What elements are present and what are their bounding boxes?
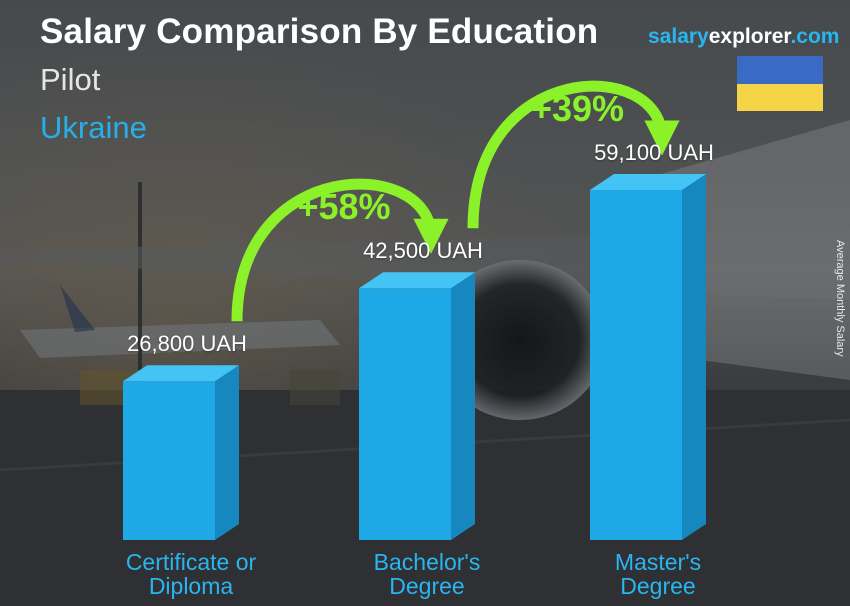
- bar-front-0: [123, 381, 215, 540]
- category-label-0-line-0: Certificate or: [125, 549, 257, 575]
- category-label-0: Certificate or Diploma: [81, 550, 301, 598]
- increase-arrow-0: [231, 178, 449, 322]
- increase-arrow-1: [467, 80, 680, 229]
- ukraine-flag-icon: [737, 56, 823, 111]
- brand-part-com: .com: [790, 25, 840, 48]
- category-label-1-line-1: Degree: [389, 573, 465, 599]
- category-label-2-line-0: Master's: [614, 549, 702, 575]
- category-label-1-line-0: Bachelor's: [373, 549, 481, 575]
- bar-0: [123, 365, 239, 540]
- flag-top-stripe: [737, 56, 823, 84]
- bar-front-1: [359, 288, 451, 540]
- country-name: Ukraine: [40, 110, 147, 145]
- bar-side-1: [451, 272, 475, 540]
- job-title: Pilot: [40, 62, 101, 97]
- flag-bottom-stripe: [737, 83, 823, 111]
- category-label-2-line-1: Degree: [620, 573, 696, 599]
- brand-logo[interactable]: salaryexplorer.com: [648, 25, 839, 49]
- increase-label-0: +58%: [297, 186, 391, 228]
- category-label-2: Master's Degree: [548, 550, 768, 598]
- bar-1: [359, 272, 475, 540]
- value-label-2: 59,100 UAH: [594, 140, 714, 165]
- bar-side-2: [682, 174, 706, 540]
- bar-side-0: [215, 365, 239, 540]
- category-label-0-line-1: Diploma: [148, 573, 234, 599]
- bar-top-0: [123, 365, 239, 382]
- increase-label-1: +39%: [530, 88, 625, 129]
- bar-2: [590, 174, 706, 540]
- bar-front-2: [590, 190, 682, 540]
- y-axis-label: Average Monthly Salary: [834, 240, 846, 357]
- page-title: Salary Comparison By Education: [40, 12, 599, 51]
- category-label-1: Bachelor's Degree: [317, 550, 537, 598]
- value-label-0: 26,800 UAH: [127, 331, 247, 357]
- bar-top-1: [359, 272, 475, 289]
- value-label-1: 42,500 UAH: [363, 238, 483, 264]
- brand-part-salary: salary: [648, 25, 709, 48]
- bar-top-2: [590, 174, 706, 190]
- brand-part-explorer: explorer: [708, 25, 791, 48]
